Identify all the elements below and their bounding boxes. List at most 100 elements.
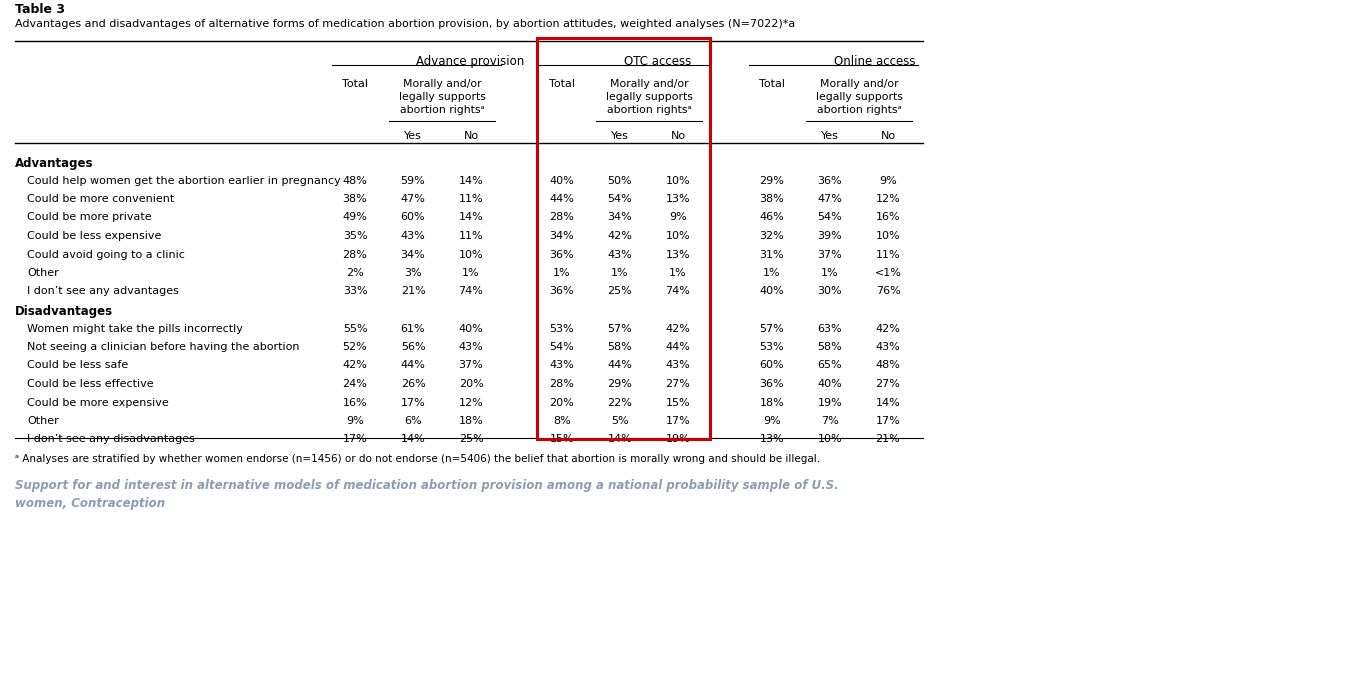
Text: 54%: 54% xyxy=(607,194,633,204)
Text: 8%: 8% xyxy=(553,416,571,426)
Text: 13%: 13% xyxy=(666,249,690,259)
Text: 36%: 36% xyxy=(759,379,785,389)
Text: 1%: 1% xyxy=(462,268,479,278)
Text: 76%: 76% xyxy=(876,287,900,296)
Text: 29%: 29% xyxy=(607,379,633,389)
Text: 65%: 65% xyxy=(817,360,843,370)
Text: 9%: 9% xyxy=(346,416,363,426)
Text: 25%: 25% xyxy=(459,434,483,445)
Text: Could be more expensive: Could be more expensive xyxy=(27,398,168,407)
Text: 42%: 42% xyxy=(607,231,633,241)
Text: Disadvantages: Disadvantages xyxy=(15,305,113,318)
Text: 55%: 55% xyxy=(343,323,367,334)
Text: 58%: 58% xyxy=(817,342,843,352)
Text: Table 3: Table 3 xyxy=(15,3,65,16)
Text: 42%: 42% xyxy=(665,323,690,334)
Text: Could be less safe: Could be less safe xyxy=(27,360,128,370)
Text: 54%: 54% xyxy=(549,342,575,352)
Text: 39%: 39% xyxy=(817,231,843,241)
Text: 17%: 17% xyxy=(401,398,425,407)
Text: 35%: 35% xyxy=(343,231,367,241)
Text: 57%: 57% xyxy=(759,323,785,334)
Text: I don’t see any disadvantages: I don’t see any disadvantages xyxy=(27,434,195,445)
Text: 9%: 9% xyxy=(763,416,781,426)
Text: Could be less expensive: Could be less expensive xyxy=(27,231,162,241)
Text: 19%: 19% xyxy=(666,434,690,445)
Text: No: No xyxy=(670,131,685,141)
Text: 28%: 28% xyxy=(549,379,575,389)
Text: Could be more convenient: Could be more convenient xyxy=(27,194,174,204)
Text: 16%: 16% xyxy=(343,398,367,407)
Text: 37%: 37% xyxy=(817,249,843,259)
Text: Morally and/or
legally supports
abortion rightsᵃ: Morally and/or legally supports abortion… xyxy=(606,79,692,114)
Text: Morally and/or
legally supports
abortion rightsᵃ: Morally and/or legally supports abortion… xyxy=(816,79,902,114)
Text: 56%: 56% xyxy=(401,342,425,352)
Text: 49%: 49% xyxy=(343,212,367,223)
Text: 6%: 6% xyxy=(404,416,421,426)
Text: Support for and interest in alternative models of medication abortion provision : Support for and interest in alternative … xyxy=(15,479,839,511)
Text: 44%: 44% xyxy=(401,360,425,370)
Text: 3%: 3% xyxy=(404,268,421,278)
Text: 74%: 74% xyxy=(665,287,690,296)
Text: Total: Total xyxy=(342,79,367,89)
Text: 14%: 14% xyxy=(459,176,483,185)
Text: 15%: 15% xyxy=(549,434,575,445)
Text: Could avoid going to a clinic: Could avoid going to a clinic xyxy=(27,249,184,259)
Text: 22%: 22% xyxy=(607,398,633,407)
Text: 36%: 36% xyxy=(549,249,575,259)
Text: 17%: 17% xyxy=(666,416,690,426)
Text: 10%: 10% xyxy=(817,434,843,445)
Text: 13%: 13% xyxy=(666,194,690,204)
Text: 63%: 63% xyxy=(817,323,843,334)
Text: 34%: 34% xyxy=(401,249,425,259)
Text: 19%: 19% xyxy=(817,398,843,407)
Text: 53%: 53% xyxy=(759,342,785,352)
Text: 27%: 27% xyxy=(665,379,690,389)
Text: 43%: 43% xyxy=(876,342,900,352)
Text: 52%: 52% xyxy=(343,342,367,352)
Text: 40%: 40% xyxy=(549,176,575,185)
Text: 42%: 42% xyxy=(343,360,367,370)
Text: 44%: 44% xyxy=(665,342,690,352)
Text: Online access: Online access xyxy=(833,55,915,68)
Text: 44%: 44% xyxy=(607,360,633,370)
Text: 21%: 21% xyxy=(876,434,900,445)
Text: 60%: 60% xyxy=(759,360,785,370)
Text: 32%: 32% xyxy=(759,231,785,241)
Text: I don’t see any advantages: I don’t see any advantages xyxy=(27,287,179,296)
Text: Could be less effective: Could be less effective xyxy=(27,379,153,389)
Text: 40%: 40% xyxy=(459,323,483,334)
Text: 2%: 2% xyxy=(346,268,363,278)
Text: 10%: 10% xyxy=(876,231,900,241)
Text: Other: Other xyxy=(27,268,59,278)
Text: 12%: 12% xyxy=(876,194,900,204)
Text: 20%: 20% xyxy=(459,379,483,389)
Text: Yes: Yes xyxy=(611,131,629,141)
Text: 1%: 1% xyxy=(763,268,781,278)
Text: 27%: 27% xyxy=(875,379,900,389)
Bar xyxy=(537,38,709,439)
Text: 33%: 33% xyxy=(343,287,367,296)
Text: 48%: 48% xyxy=(343,176,367,185)
Text: OTC access: OTC access xyxy=(623,55,690,68)
Text: 5%: 5% xyxy=(611,416,629,426)
Text: 43%: 43% xyxy=(666,360,690,370)
Text: 11%: 11% xyxy=(459,194,483,204)
Text: 34%: 34% xyxy=(607,212,633,223)
Text: 44%: 44% xyxy=(549,194,575,204)
Text: 14%: 14% xyxy=(607,434,633,445)
Text: 17%: 17% xyxy=(876,416,900,426)
Text: 28%: 28% xyxy=(343,249,367,259)
Text: 34%: 34% xyxy=(549,231,575,241)
Text: 10%: 10% xyxy=(459,249,483,259)
Text: 11%: 11% xyxy=(459,231,483,241)
Text: Other: Other xyxy=(27,416,59,426)
Text: 37%: 37% xyxy=(459,360,483,370)
Text: 43%: 43% xyxy=(607,249,633,259)
Text: 18%: 18% xyxy=(759,398,785,407)
Text: Women might take the pills incorrectly: Women might take the pills incorrectly xyxy=(27,323,242,334)
Text: 11%: 11% xyxy=(876,249,900,259)
Text: Advantages: Advantages xyxy=(15,157,93,170)
Text: 25%: 25% xyxy=(607,287,633,296)
Text: 36%: 36% xyxy=(817,176,843,185)
